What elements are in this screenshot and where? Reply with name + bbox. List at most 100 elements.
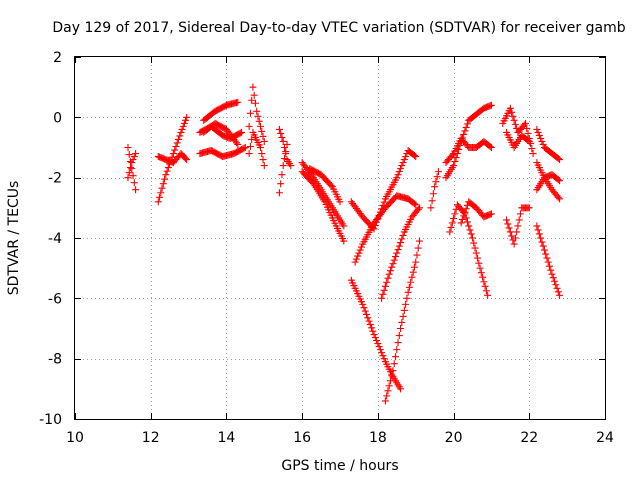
data-point-marker	[259, 156, 267, 164]
data-point-marker	[414, 244, 422, 252]
data-point-marker	[525, 137, 533, 145]
data-point-marker	[448, 151, 456, 159]
data-point-marker	[173, 139, 181, 147]
data-point-marker	[549, 274, 557, 282]
data-point-marker	[533, 222, 541, 230]
data-point-marker	[508, 108, 516, 116]
data-point-marker	[183, 113, 191, 121]
data-point-marker	[129, 156, 137, 164]
data-point-marker	[539, 140, 547, 148]
y-tick-label: -4	[48, 231, 62, 247]
data-segment	[298, 168, 348, 245]
data-point-marker	[471, 244, 479, 252]
data-point-marker	[246, 109, 254, 117]
data-point-marker	[505, 224, 513, 232]
data-point-marker	[397, 385, 405, 393]
y-tick-label: 0	[53, 110, 62, 126]
data-segment	[533, 125, 564, 164]
data-point-marker	[253, 107, 261, 115]
data-point-marker	[240, 144, 248, 152]
data-point-marker	[554, 288, 562, 296]
y-axis-title: SDTVAR / TECUs	[6, 181, 22, 296]
data-segment	[154, 113, 191, 206]
data-point-marker	[383, 278, 391, 286]
data-point-marker	[556, 195, 564, 203]
y-tick-label: -2	[48, 171, 62, 187]
data-point-marker	[249, 83, 257, 91]
data-point-marker	[394, 171, 402, 179]
data-point-marker	[470, 239, 478, 247]
data-point-marker	[458, 134, 466, 142]
data-point-marker	[403, 294, 411, 302]
data-point-marker	[416, 237, 423, 245]
data-point-marker	[371, 334, 379, 342]
data-point-marker	[395, 242, 403, 250]
data-point-marker	[398, 162, 406, 170]
data-point-marker	[484, 291, 492, 299]
data-point-marker	[480, 278, 488, 286]
data-point-marker	[538, 137, 546, 145]
data-segment	[306, 165, 344, 206]
data-point-marker	[508, 232, 516, 240]
data-point-marker	[523, 124, 531, 132]
data-point-marker	[280, 155, 288, 163]
data-point-marker	[513, 228, 521, 236]
data-point-marker	[381, 282, 389, 290]
data-point-marker	[154, 198, 162, 206]
data-point-marker	[511, 234, 519, 242]
data-point-marker	[234, 98, 242, 106]
data-point-marker	[535, 131, 543, 139]
data-point-marker	[397, 325, 405, 332]
plot-frame	[74, 56, 606, 420]
data-point-marker	[486, 142, 494, 150]
data-segment	[275, 140, 291, 197]
x-tick-label: 20	[445, 430, 463, 446]
data-point-marker	[386, 377, 394, 385]
data-point-marker	[410, 263, 418, 271]
data-point-marker	[238, 128, 246, 136]
data-point-marker	[554, 193, 562, 201]
data-point-marker	[156, 193, 164, 201]
data-point-marker	[359, 300, 367, 308]
data-point-marker	[132, 186, 140, 194]
data-point-marker	[130, 179, 138, 187]
data-point-marker	[534, 226, 542, 234]
data-point-marker	[451, 210, 459, 218]
data-point-marker	[385, 382, 393, 390]
data-point-marker	[462, 123, 470, 131]
data-point-marker	[397, 165, 405, 173]
data-point-marker	[456, 141, 464, 149]
data-point-marker	[432, 178, 440, 186]
data-segment	[378, 204, 423, 302]
data-point-marker	[463, 120, 471, 128]
data-point-marker	[412, 201, 420, 209]
data-point-marker	[407, 278, 415, 286]
data-point-marker	[389, 367, 397, 375]
data-point-marker	[463, 218, 471, 226]
data-point-marker	[405, 283, 413, 291]
data-point-marker	[370, 331, 378, 339]
axis-ticks	[75, 57, 606, 420]
data-point-marker	[157, 189, 165, 197]
data-point-marker	[125, 169, 133, 177]
x-axis-title: GPS time / hours	[281, 458, 398, 474]
data-point-marker	[380, 355, 388, 363]
data-point-marker	[412, 258, 420, 266]
data-point-marker	[398, 235, 406, 243]
data-point-marker	[125, 151, 133, 159]
data-segment	[503, 128, 533, 151]
data-point-marker	[402, 153, 410, 161]
data-point-marker	[533, 125, 541, 133]
data-point-marker	[357, 243, 365, 251]
data-segment	[245, 128, 268, 170]
data-point-marker	[410, 152, 418, 160]
data-point-marker	[336, 198, 344, 206]
data-point-marker	[429, 190, 437, 198]
data-point-marker	[179, 122, 187, 130]
data-point-marker	[412, 153, 420, 161]
data-point-marker	[503, 216, 511, 224]
data-point-marker	[394, 246, 402, 254]
data-point-marker	[428, 197, 436, 205]
